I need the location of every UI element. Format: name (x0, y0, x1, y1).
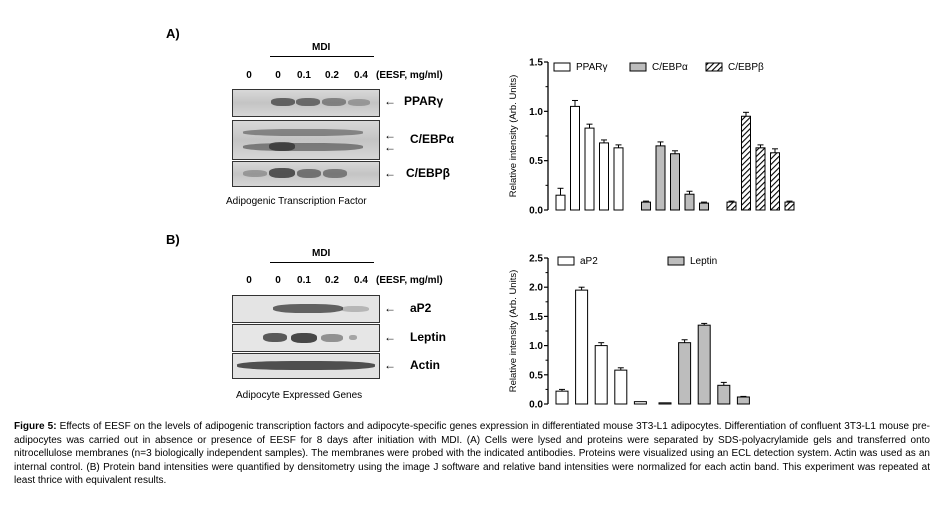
panel-a-label: A) (166, 26, 180, 41)
panel-a-lane-1: 0 (246, 70, 252, 81)
panel-b-lane-2: 0 (275, 275, 281, 286)
bar (699, 202, 709, 211)
y-tick-label: 2.0 (529, 283, 543, 294)
blot-ppar (232, 89, 380, 117)
y-tick-label: 1.0 (529, 107, 543, 118)
panel-a-mdi-line (270, 56, 374, 57)
panel-b-mdi-label: MDI (312, 248, 331, 259)
cebpa-arrow-icon-1: ← (384, 128, 396, 142)
bar (658, 402, 672, 405)
blot-leptin (232, 324, 380, 352)
bar (770, 152, 780, 211)
panel-b-mdi-line (270, 262, 374, 263)
cebpb-arrow-icon: ← (384, 166, 396, 180)
panel-b-eesf-label: (EESF, mg/ml) (376, 275, 443, 286)
leptin-band-label: Leptin (410, 330, 446, 344)
bar (599, 142, 609, 211)
leptin-arrow-icon: ← (384, 330, 396, 344)
bar (575, 289, 589, 405)
actin-band-label: Actin (410, 358, 440, 372)
chart-a: Relative intensity (Arb. Units) 0.0 0.5 1.0… (508, 58, 795, 217)
bar (570, 105, 580, 211)
panel-a-lane-3: 0.1 (297, 70, 311, 81)
bar (613, 147, 624, 211)
panel-a-lane-2: 0 (275, 70, 281, 81)
legend-label: Leptin (690, 256, 717, 267)
legend-swatch (553, 62, 571, 72)
cebpa-arrow-icon-2: ← (384, 140, 396, 154)
bar (784, 201, 795, 211)
legend-label: C/EBPα (652, 62, 688, 73)
bar (614, 369, 628, 405)
bar (670, 153, 680, 211)
ap2-arrow-icon: ← (384, 301, 396, 315)
panel-b-lane-1: 0 (246, 275, 252, 286)
bar (655, 145, 666, 211)
legend-swatch (705, 62, 723, 72)
legend-swatch (557, 256, 575, 266)
y-tick-label: 0.5 (529, 370, 543, 381)
legend-swatch (667, 256, 685, 266)
panel-a-eesf-label: (EESF, mg/ml) (376, 70, 443, 81)
caption-lead: Figure 5: (14, 421, 57, 432)
bar (633, 401, 647, 405)
bar (726, 201, 737, 211)
y-axis-label: Relative intensity (Arb. Units) (508, 75, 519, 197)
legend-label: C/EBPβ (728, 62, 764, 73)
bar (594, 345, 608, 405)
bar (678, 342, 692, 405)
actin-arrow-icon: ← (384, 358, 396, 372)
panel-b-lane-4: 0.2 (325, 275, 339, 286)
panel-a-mdi-label: MDI (312, 42, 331, 53)
bar (697, 324, 711, 405)
blot-cebpb (232, 161, 380, 187)
legend-swatch (629, 62, 647, 72)
blot-cebpa (232, 120, 380, 160)
cebpa-band-label: C/EBPα (410, 132, 455, 146)
caption-text: Effects of EESF on the levels of adipoge… (14, 421, 930, 487)
panel-b-subtitle: Adipocyte Expressed Genes (236, 390, 363, 401)
y-tick-label: 2.5 (529, 254, 543, 265)
y-axis-label: Relative intensity (Arb. Units) (508, 270, 519, 392)
figure-caption: Figure 5: Effects of EESF on the levels … (14, 420, 930, 488)
panel-a-lane-5: 0.4 (354, 70, 368, 81)
panel-a-lane-4: 0.2 (325, 70, 339, 81)
blot-ap2 (232, 295, 380, 323)
ppar-band-label: PPARγ (404, 94, 444, 108)
y-tick-label: 0.5 (529, 156, 543, 167)
panel-b-lane-3: 0.1 (297, 275, 311, 286)
bar (555, 194, 566, 211)
blot-actin (232, 353, 380, 379)
y-tick-label: 1.5 (529, 312, 543, 323)
panel-b-label: B) (166, 232, 180, 247)
bar (717, 384, 731, 405)
bar (584, 127, 595, 211)
chart-b: Relative intensity (Arb. Units) 0.0 0.5 1.0… (508, 254, 750, 411)
y-tick-label: 1.0 (529, 341, 543, 352)
bar (741, 115, 751, 211)
panel-a-subtitle: Adipogenic Transcription Factor (226, 196, 367, 207)
bar (641, 201, 651, 211)
bar (555, 390, 569, 405)
panel-b-lane-5: 0.4 (354, 275, 368, 286)
bar (736, 396, 750, 405)
y-tick-label: 0.0 (529, 206, 543, 217)
y-tick-label: 0.0 (529, 400, 543, 411)
legend-label: aP2 (580, 256, 598, 267)
legend-label: PPARγ (576, 62, 608, 73)
bar (684, 193, 695, 211)
ppar-arrow-icon: ← (384, 94, 396, 108)
y-tick-label: 1.5 (529, 58, 543, 69)
cebpb-band-label: C/EBPβ (406, 166, 450, 180)
ap2-band-label: aP2 (410, 301, 432, 315)
bar (755, 147, 766, 211)
